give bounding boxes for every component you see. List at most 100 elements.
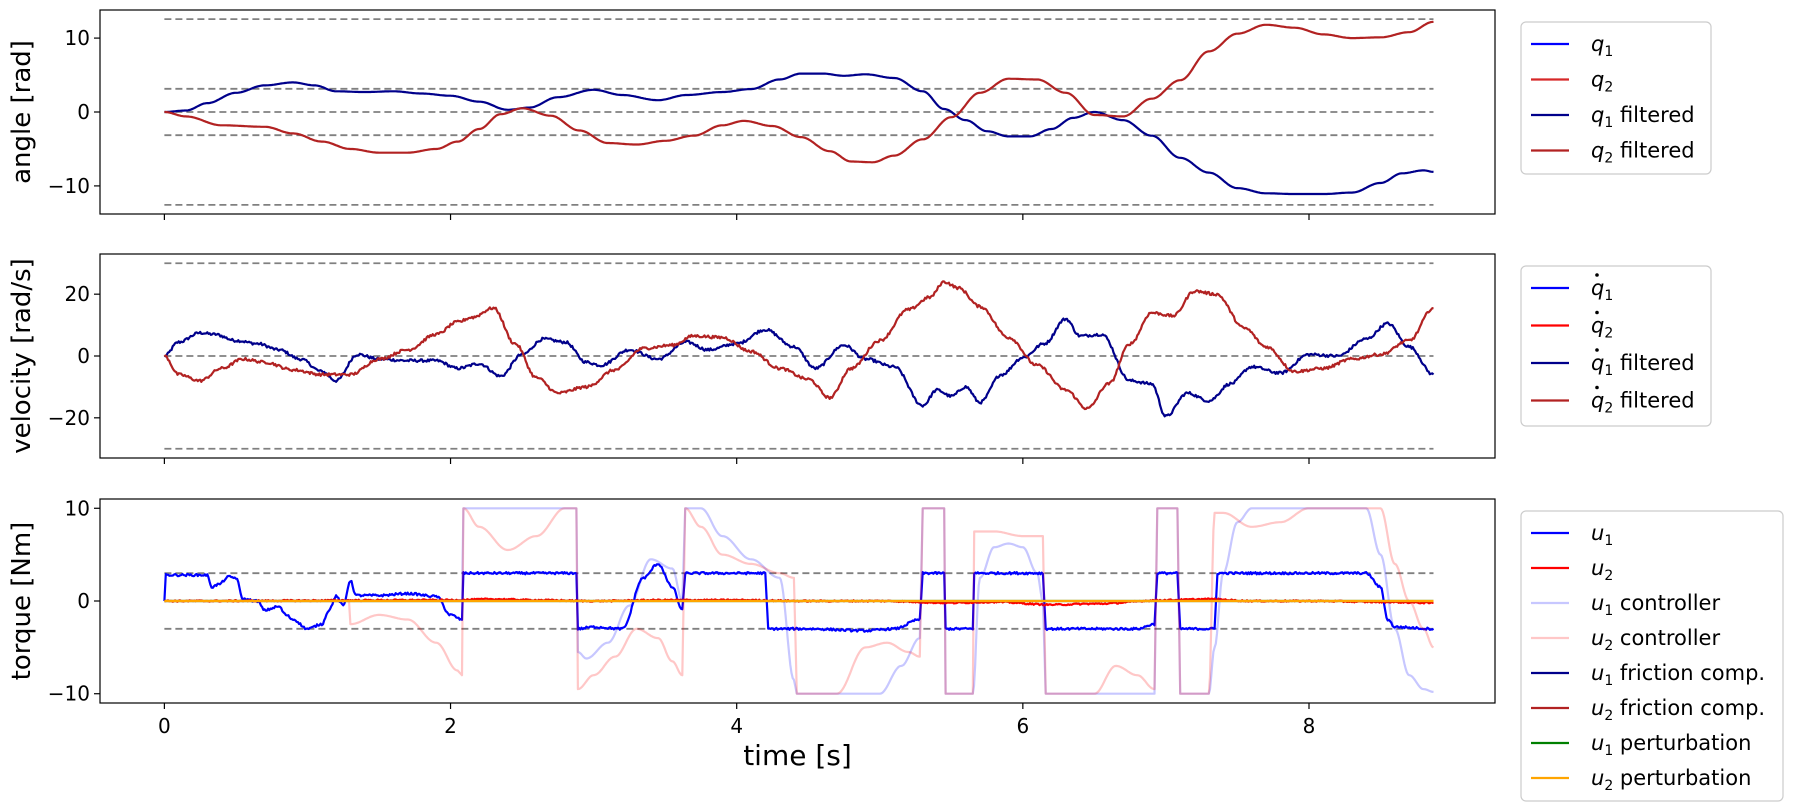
legend-label: q1 filtered — [1591, 351, 1695, 379]
series-line-3 — [163, 317, 1435, 418]
legend-symbol: u — [1591, 696, 1604, 720]
plot-area — [164, 18, 1434, 206]
legend-subscript: 2 — [1604, 326, 1613, 342]
legend-symbol: u — [1591, 591, 1604, 615]
legend-box — [1520, 510, 1784, 802]
legend-subscript: 2 — [1604, 708, 1613, 724]
legend-label: q2 — [1591, 68, 1613, 96]
legend-symbol: q — [1591, 32, 1604, 56]
legend-dot-accent — [1595, 273, 1599, 277]
legend-entry-1: q1 — [1531, 273, 1613, 304]
legend-label: u1 friction comp. — [1591, 661, 1765, 689]
legend-suffix: filtered — [1613, 139, 1694, 163]
legend-subscript: 1 — [1604, 363, 1613, 379]
legend-symbol: q — [1591, 314, 1604, 338]
legend-entry-2: u2 — [1531, 556, 1613, 584]
legend-dot-accent — [1595, 348, 1599, 352]
legend-suffix: perturbation — [1613, 766, 1751, 790]
y-tick-label-1: 0 — [77, 589, 90, 613]
legend-label: u2 perturbation — [1591, 766, 1751, 794]
legend-label: u1 controller — [1591, 591, 1720, 619]
legend-suffix: friction comp. — [1613, 661, 1765, 685]
legend-suffix: filtered — [1613, 103, 1694, 127]
legend-symbol: q — [1591, 389, 1604, 413]
x-tick-label-1: 2 — [444, 714, 457, 738]
series-line-1 — [163, 563, 1435, 633]
y-tick-label-1: 0 — [77, 100, 90, 124]
legend-suffix: controller — [1613, 591, 1720, 615]
legend-entry-6: u2 friction comp. — [1531, 696, 1765, 724]
y-tick-label-1: 0 — [77, 344, 90, 368]
legend-symbol: u — [1591, 766, 1604, 790]
legend-symbol: q — [1591, 276, 1604, 300]
y-tick-label-2: 10 — [65, 496, 90, 520]
legend-entry-4: q2 filtered — [1531, 139, 1695, 167]
legend-suffix: friction comp. — [1613, 696, 1765, 720]
legend-entry-2: q2 — [1531, 310, 1613, 342]
legend-suffix: controller — [1613, 626, 1720, 650]
x-axis-label: time [s] — [743, 739, 852, 772]
legend-entry-5: u1 friction comp. — [1531, 661, 1765, 689]
legend-entry-2: q2 — [1531, 68, 1613, 96]
legend-entry-1: u1 — [1531, 521, 1613, 549]
legend-subscript: 1 — [1604, 115, 1613, 131]
legend-suffix: perturbation — [1613, 731, 1751, 755]
x-tick-label-3: 6 — [1016, 714, 1029, 738]
legend-symbol: u — [1591, 626, 1604, 650]
legend-subscript: 2 — [1604, 638, 1613, 654]
legend-entry-4: u2 controller — [1531, 626, 1720, 654]
legend-box — [1520, 21, 1712, 175]
legend-symbol: q — [1591, 68, 1604, 92]
legend-label: u1 perturbation — [1591, 731, 1751, 759]
legend-label: q2 filtered — [1591, 389, 1695, 417]
legend-suffix: filtered — [1613, 351, 1694, 375]
y-tick-label-2: 20 — [65, 282, 90, 306]
legend-subscript: 2 — [1604, 401, 1613, 417]
series-line-4 — [164, 20, 1434, 164]
legend-dot-accent — [1595, 310, 1599, 315]
y-axis-label: angle [rad] — [7, 40, 37, 184]
legend-symbol: u — [1591, 731, 1604, 755]
legend-entry-3: q1 filtered — [1531, 348, 1695, 379]
legend-symbol: q — [1591, 351, 1604, 375]
legend-subscript: 2 — [1604, 568, 1613, 584]
legend-symbol: q — [1591, 103, 1604, 127]
x-tick-label-0: 0 — [158, 714, 171, 738]
x-tick-label-4: 8 — [1303, 714, 1316, 738]
legend-subscript: 2 — [1604, 778, 1613, 794]
legend-subscript: 2 — [1604, 80, 1613, 96]
y-tick-label-0: −10 — [48, 174, 90, 198]
legend-entry-8: u2 perturbation — [1531, 766, 1751, 794]
x-tick-label-2: 4 — [730, 714, 743, 738]
legend-subscript: 2 — [1604, 151, 1613, 167]
legend-symbol: u — [1591, 521, 1604, 545]
legend-symbol: q — [1591, 139, 1604, 163]
legend-subscript: 1 — [1604, 44, 1613, 60]
legend-symbol: u — [1591, 556, 1604, 580]
series-line-4 — [164, 507, 1435, 695]
legend-suffix: filtered — [1613, 389, 1694, 413]
legend-subscript: 1 — [1604, 673, 1613, 689]
legend-label: q1 — [1591, 32, 1613, 60]
y-tick-label-0: −20 — [48, 406, 90, 430]
plot-area — [163, 507, 1435, 695]
series-line-3 — [164, 72, 1434, 196]
legend-label: u2 controller — [1591, 626, 1720, 654]
legend-entry-7: u1 perturbation — [1531, 731, 1751, 759]
y-axis-label: torque [Nm] — [7, 522, 37, 681]
legend-label: u2 friction comp. — [1591, 696, 1765, 724]
legend-label: q1 — [1591, 276, 1613, 304]
legend-subscript: 1 — [1604, 533, 1613, 549]
legend-dot-accent — [1595, 385, 1599, 390]
legend-label: u2 — [1591, 556, 1613, 584]
legend-box — [1520, 265, 1712, 427]
y-axis-label: velocity [rad/s] — [7, 258, 37, 454]
series-line-4 — [163, 280, 1434, 411]
